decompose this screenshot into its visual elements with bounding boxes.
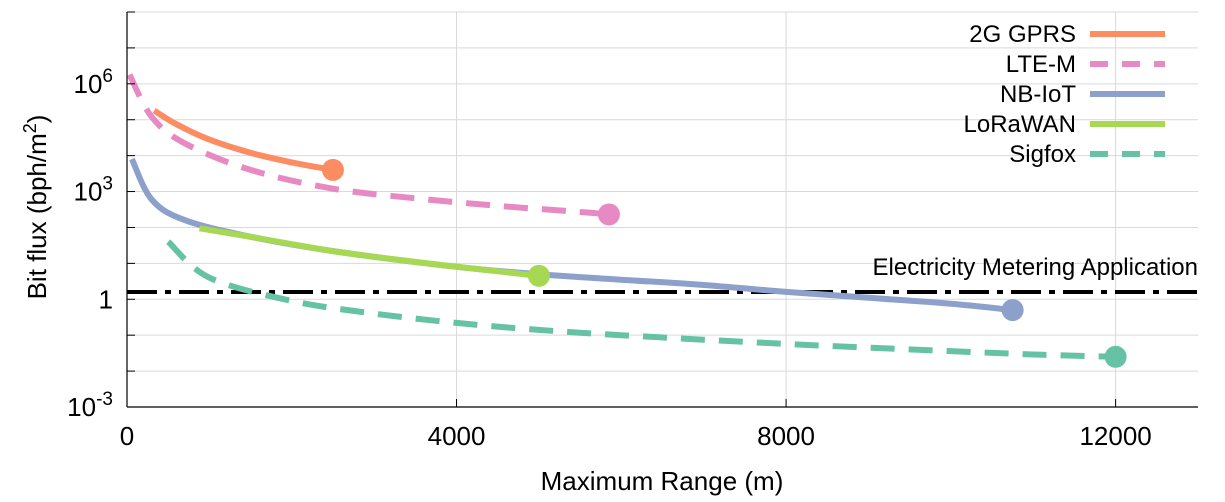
- series-endpoint-sigfox: [1104, 345, 1127, 368]
- x-axis-title: Maximum Range (m): [541, 466, 784, 496]
- legend-label-sigfox: Sigfox: [1009, 141, 1076, 168]
- y-axis-title: Bit flux (bph/m2): [20, 115, 52, 300]
- y-tick-label: 1: [99, 284, 113, 314]
- series-line-lorawan: [199, 225, 540, 279]
- series-endpoint-2g-gprs: [321, 158, 344, 181]
- series-line-2g-gprs: [152, 108, 334, 173]
- x-tick-label: 4000: [428, 421, 486, 451]
- reference-line-layer: Electricity Metering Application: [127, 254, 1198, 294]
- series-line-lte-m: [126, 73, 610, 218]
- series-line-nb-iot: [129, 157, 1013, 314]
- y-tick-label: 10-3: [67, 389, 113, 422]
- legend-label-nb-iot: NB-IoT: [1000, 81, 1076, 108]
- legend-label-lte-m: LTE-M: [1006, 51, 1076, 78]
- legend-label-2g-gprs: 2G GPRS: [969, 21, 1076, 48]
- series-endpoint-nb-iot: [1001, 299, 1024, 322]
- legend: 2G GPRS LTE-M NB-IoT LoRaWAN Sigfox: [964, 21, 1165, 168]
- reference-line-label: Electricity Metering Application: [873, 254, 1198, 281]
- x-tick-label: 0: [120, 421, 134, 451]
- y-tick-label: 103: [74, 174, 114, 207]
- series-endpoint-lte-m: [597, 203, 620, 226]
- x-tick-label: 12000: [1079, 421, 1151, 451]
- y-tick-label: 106: [74, 66, 114, 99]
- series-layer: [126, 73, 1127, 368]
- axes-layer: 0 4000 8000 12000 10-3 1 103 106: [67, 11, 1198, 451]
- series-line-sigfox: [166, 239, 1116, 360]
- legend-label-lorawan: LoRaWAN: [964, 111, 1076, 138]
- x-tick-label: 8000: [757, 421, 815, 451]
- series-endpoint-lorawan: [527, 264, 550, 287]
